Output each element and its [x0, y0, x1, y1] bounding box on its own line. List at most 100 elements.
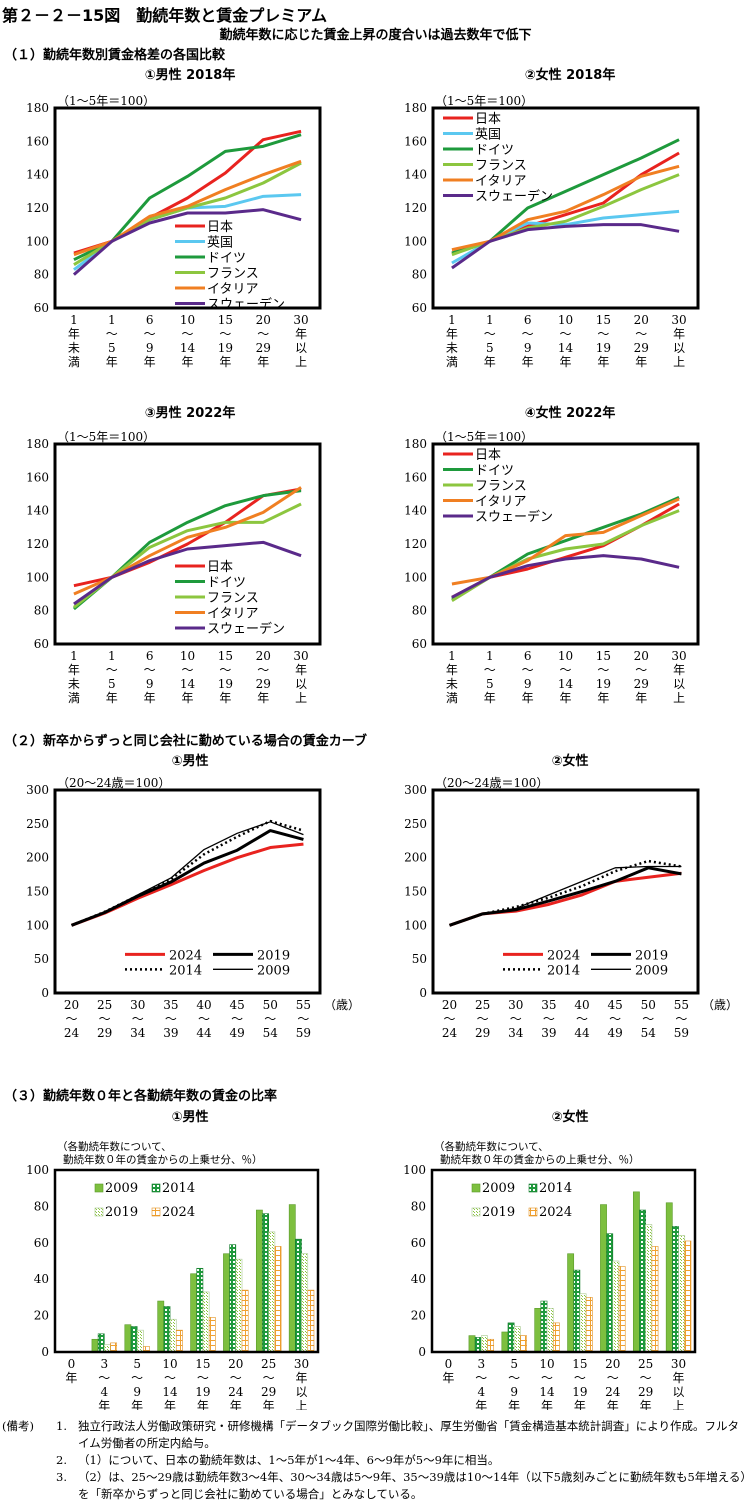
- x-tick-label: 年: [296, 1371, 308, 1385]
- chart-8-female-bar: （各勤続年数について、勤続年数０年の賃金からの上乗せ分、％）0204060801…: [403, 1140, 697, 1410]
- x-tick-label: 55: [674, 998, 689, 1012]
- y-tick-label: 80: [34, 1199, 49, 1213]
- y-tick-label: 160: [404, 470, 427, 484]
- legend-swatch: [471, 1207, 481, 1217]
- y-tick-label: 60: [34, 637, 49, 651]
- notes-label: (備考): [2, 1419, 34, 1433]
- x-tick-label: 20: [605, 1357, 620, 1371]
- x-tick-label: 年: [446, 663, 458, 677]
- figure-title: 第２－２－15図 勤続年数と賃金プレミアム: [2, 6, 328, 25]
- chart-8-title: ②女性: [551, 1110, 589, 1125]
- chart-4-title: ④女性 2022年: [524, 406, 616, 421]
- x-tick-label: 上: [673, 691, 685, 705]
- legend-label: 2014: [547, 963, 580, 978]
- x-tick-label: 5: [108, 341, 116, 355]
- x-tick-label: ～: [98, 1371, 110, 1385]
- x-tick-label: 年: [640, 1399, 652, 1410]
- x-tick-label: 19: [218, 341, 233, 355]
- x-tick-label: 年: [263, 1399, 275, 1410]
- x-tick-label: 5: [510, 1357, 518, 1371]
- x-tick-label: ～: [66, 1012, 78, 1026]
- x-tick-label: 25: [638, 1357, 653, 1371]
- x-tick-label: 15: [218, 313, 233, 327]
- y-tick-label: 100: [26, 234, 49, 248]
- bar-2009: [567, 1253, 575, 1353]
- y-tick-label: 120: [26, 537, 49, 551]
- bar-2009: [632, 1191, 640, 1353]
- legend-label: ドイツ: [207, 576, 246, 591]
- y-tick-label: 40: [411, 1272, 426, 1286]
- x-tick-label: 年: [230, 1399, 242, 1410]
- x-tick-label: 19: [572, 1385, 587, 1399]
- bar-2009: [124, 1324, 132, 1353]
- unit-label: 勤続年数０年の賃金からの上乗せ分、％）: [440, 1153, 640, 1166]
- x-tick-label: ～: [297, 1012, 309, 1026]
- bar-2019: [645, 1224, 653, 1353]
- x-tick-label: 19: [596, 341, 611, 355]
- bar-2009: [190, 1273, 198, 1353]
- x-tick-label: 年: [522, 355, 534, 369]
- x-tick-label: 25: [97, 998, 112, 1012]
- bar-2024: [552, 1322, 560, 1353]
- x-tick-label: 以: [673, 341, 685, 355]
- legend-label: 2014: [169, 963, 202, 978]
- y-tick-label: 250: [404, 817, 427, 831]
- series-line-スウェーデン: [451, 223, 680, 270]
- x-tick-label: 年: [484, 355, 496, 369]
- bar-2009: [600, 1204, 607, 1353]
- y-tick-label: 0: [41, 1345, 49, 1359]
- x-tick-label: 上: [296, 1399, 308, 1410]
- x-tick-label: 30: [294, 1357, 309, 1371]
- chart-2-title: ②女性 2018年: [524, 68, 616, 83]
- note-number: 1.: [56, 1419, 67, 1433]
- x-tick-label: ～: [597, 663, 609, 677]
- charts-canvas: （1～5年＝100）60801001201401601801年未満1～5年6～9…: [26, 94, 738, 1410]
- y-tick-label: 250: [26, 817, 49, 831]
- y-tick-label: 300: [404, 783, 427, 797]
- x-tick-label: 年: [181, 355, 193, 369]
- legend-label: イタリア: [475, 174, 526, 189]
- chart-6-title: ②女性: [551, 754, 589, 769]
- x-tick-label: 50: [263, 998, 278, 1012]
- x-tick-label: ～: [144, 663, 156, 677]
- x-tick-label: 54: [263, 1026, 279, 1040]
- x-tick-label: 50: [641, 998, 656, 1012]
- x-tick-label: ～: [165, 1012, 177, 1026]
- bar-2014: [474, 1337, 482, 1353]
- x-tick-label: ～: [635, 327, 647, 341]
- legend-label: フランス: [207, 591, 259, 606]
- x-tick-label: 30: [130, 998, 145, 1012]
- x-tick-label: 年: [559, 355, 571, 369]
- bar-2024: [307, 1289, 315, 1353]
- y-tick-label: 60: [412, 637, 427, 651]
- plot-frame: [53, 788, 322, 995]
- x-tick-label: 20: [64, 998, 79, 1012]
- x-tick-label: 20: [256, 313, 271, 327]
- x-tick-label: ～: [484, 663, 496, 677]
- unit-label: （20～24歳＝100）: [435, 776, 548, 790]
- x-tick-label: 29: [256, 341, 271, 355]
- bar-2024: [208, 1317, 216, 1353]
- y-tick-label: 0: [418, 1345, 426, 1359]
- legend-label: 日本: [207, 560, 233, 575]
- x-tick-label: 15: [596, 313, 611, 327]
- x-tick-label: ～: [635, 663, 647, 677]
- bar-2014: [130, 1326, 138, 1353]
- x-tick-label: 満: [446, 691, 458, 705]
- note-text: （1）について、日本の勤続年数は、1～5年が1～4年、6～9年が5～9年に相当。: [78, 1453, 500, 1467]
- y-tick-label: 40: [34, 1272, 49, 1286]
- x-tick-label: 30: [293, 649, 308, 663]
- y-tick-label: 80: [34, 604, 49, 618]
- bar-2014: [196, 1267, 204, 1353]
- x-tick-label: ～: [559, 327, 571, 341]
- unit-label: （1～5年＝100）: [435, 430, 533, 444]
- x-tick-label: 14: [539, 1385, 555, 1399]
- x-tick-label: ～: [264, 1012, 276, 1026]
- x-tick-label: 19: [195, 1385, 210, 1399]
- x-tick-label: 20: [634, 313, 649, 327]
- legend-label: フランス: [475, 159, 527, 174]
- x-tick-label: 34: [130, 1026, 146, 1040]
- x-tick-label: 20: [442, 998, 457, 1012]
- x-tick-label: 55: [296, 998, 311, 1012]
- legend-label: 2024: [162, 1205, 195, 1220]
